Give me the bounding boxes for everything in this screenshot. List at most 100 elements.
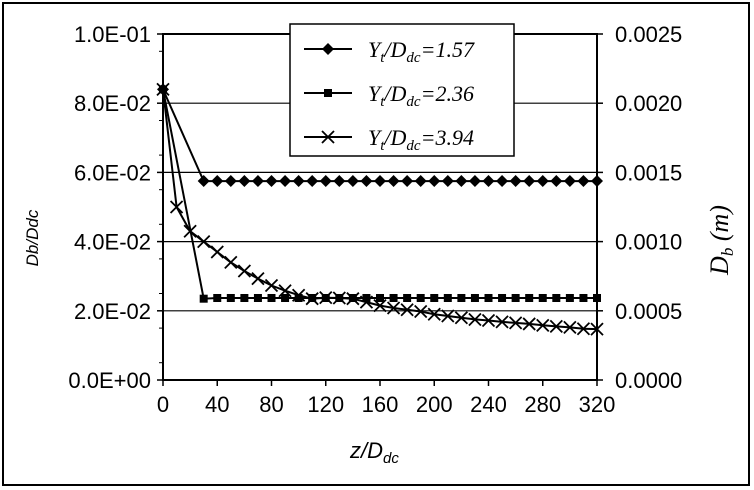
data-point xyxy=(319,291,333,305)
y-right-tick-label: 0.0005 xyxy=(615,299,682,324)
x-tick-label: 240 xyxy=(470,392,507,417)
x-tick-label: 0 xyxy=(157,392,169,417)
x-tick-label: 40 xyxy=(205,392,229,417)
data-point xyxy=(523,175,536,188)
data-point xyxy=(522,317,536,331)
data-point xyxy=(279,175,292,188)
data-point xyxy=(579,293,588,302)
data-point xyxy=(333,175,346,188)
data-point xyxy=(306,175,319,188)
grid-lines xyxy=(163,102,597,312)
data-point xyxy=(359,295,374,309)
data-point xyxy=(401,175,414,188)
data-point xyxy=(199,294,208,303)
legend-marker xyxy=(321,130,335,144)
data-point xyxy=(468,312,482,327)
legend-marker xyxy=(324,89,332,97)
data-point xyxy=(292,175,305,188)
x-tick-label: 320 xyxy=(579,392,616,417)
y-right-tick-label: 0.0000 xyxy=(615,368,682,393)
data-point xyxy=(593,293,601,302)
data-point xyxy=(441,309,455,323)
data-point xyxy=(251,175,264,188)
x-tick-label: 120 xyxy=(307,392,344,417)
data-point xyxy=(430,293,439,302)
data-point xyxy=(267,293,276,302)
data-point xyxy=(240,293,249,302)
x-axis-label: z/Ddc xyxy=(349,438,399,467)
data-point xyxy=(319,175,332,188)
data-point xyxy=(403,293,412,302)
data-point xyxy=(525,293,534,302)
data-point xyxy=(457,293,466,302)
data-point xyxy=(536,318,550,332)
y-left-tick-label: 8.0E-02 xyxy=(74,91,151,116)
right-axis-label: Db (m) xyxy=(705,205,737,276)
legend: Yt/Ddc=1.57 Yt/Ddc=2.36 Yt/Ddc=3.94 xyxy=(289,23,515,157)
y-left-tick-label: 0.0E+00 xyxy=(68,368,151,393)
data-point xyxy=(362,293,371,302)
legend-marker xyxy=(322,43,334,55)
data-point xyxy=(576,322,591,336)
data-point xyxy=(400,303,414,317)
data-point xyxy=(387,175,400,188)
left-axis-label: Db/Ddc xyxy=(23,209,42,266)
data-point xyxy=(346,175,359,188)
data-point xyxy=(226,293,235,302)
y-left-tick-label: 4.0E-02 xyxy=(74,230,151,255)
legend-label: Yt/Ddc=1.57 xyxy=(368,37,475,66)
data-point xyxy=(346,292,360,306)
series-layer xyxy=(156,82,604,336)
data-point xyxy=(197,175,210,188)
data-point xyxy=(373,298,387,313)
y-right-tick-label: 0.0020 xyxy=(615,91,682,116)
data-point xyxy=(427,307,441,321)
data-point xyxy=(590,322,604,336)
data-point xyxy=(376,293,384,302)
data-point xyxy=(577,175,590,188)
data-point xyxy=(454,311,469,325)
data-point xyxy=(210,245,224,259)
data-point xyxy=(563,175,576,188)
data-point xyxy=(386,301,401,315)
data-point xyxy=(264,278,279,293)
data-point xyxy=(183,224,197,238)
x-tick-label: 200 xyxy=(416,392,453,417)
data-point xyxy=(495,315,509,329)
data-point xyxy=(281,293,290,302)
data-point xyxy=(374,175,386,188)
data-point xyxy=(305,292,319,306)
data-point xyxy=(251,271,265,286)
data-point xyxy=(360,175,373,188)
data-point xyxy=(591,175,603,188)
data-point xyxy=(237,264,252,278)
data-point xyxy=(238,175,251,188)
data-point xyxy=(332,291,346,305)
x-tick-label: 160 xyxy=(362,392,399,417)
data-point xyxy=(389,293,398,302)
data-point xyxy=(224,255,238,269)
data-point xyxy=(291,288,306,302)
y-left-tick-label: 6.0E-02 xyxy=(74,160,151,185)
data-point xyxy=(508,316,523,330)
data-point xyxy=(414,175,427,188)
data-point xyxy=(511,293,520,302)
data-point xyxy=(294,293,303,302)
data-point xyxy=(481,313,496,328)
data-point xyxy=(565,293,574,302)
data-point xyxy=(455,175,468,188)
tick-labels: 0.0E+00 2.0E-02 4.0E-02 6.0E-02 8.0E-02 1.0E-… xyxy=(68,22,682,417)
data-point xyxy=(484,293,493,302)
x-tick-label: 80 xyxy=(259,392,283,417)
y-right-tick-label: 0.0010 xyxy=(615,230,682,255)
data-point xyxy=(156,82,170,96)
y-right-tick-label: 0.0015 xyxy=(615,160,682,185)
data-point xyxy=(443,293,452,302)
data-point xyxy=(441,175,454,188)
data-point xyxy=(470,293,479,302)
data-point xyxy=(552,293,561,302)
data-point xyxy=(563,320,577,335)
data-point xyxy=(197,234,211,249)
data-point xyxy=(416,293,425,302)
